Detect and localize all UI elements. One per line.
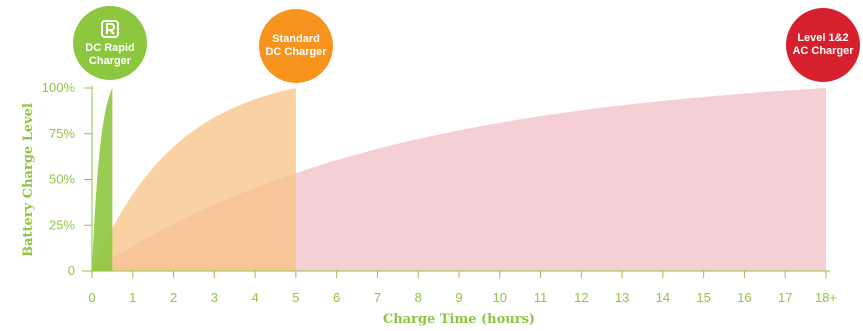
x-axis-title: Charge Time (hours) [383,312,535,327]
x-tick-label: 18+ [815,290,837,305]
x-tick-label: 14 [656,290,670,305]
y-tick-label: 100% [42,80,76,95]
badge-label-line1: DC Rapid [85,42,135,54]
x-tick-label: 6 [333,290,340,305]
x-tick-label: 7 [374,290,381,305]
x-tick-label: 17 [778,290,792,305]
badge-level-1-2-ac-charger: Level 1&2 AC Charger [786,8,860,82]
x-tick-label: 1 [129,290,136,305]
y-tick-label: 50% [49,172,75,187]
axes: 025%50%75%100%0 1 2 3 4 5 6 7 8 9 10 11 12 13 14 15 16 17… [42,80,837,305]
x-tick-label: 15 [696,290,710,305]
y-tick-label: 0 [68,263,75,278]
badge-label-line2: AC Charger [792,45,854,57]
x-tick-label: 8 [415,290,422,305]
x-tick-label: 4 [251,290,258,305]
x-tick-label: 0 [88,290,95,305]
badge-label-line2: Charger [88,55,132,67]
y-tick-label: 75% [49,126,75,141]
x-tick-label: 5 [292,290,299,305]
badge-label-line2: DC Charger [265,46,327,58]
badge-dc-rapid-charger: DC Rapid Charger [73,6,147,80]
x-tick-label: 12 [574,290,588,305]
area-dc-rapid-charger [92,88,113,271]
x-tick-label: 13 [615,290,629,305]
charger-icon [101,20,119,38]
x-tick-label: 2 [170,290,177,305]
x-tick-label: 11 [534,290,548,305]
x-tick-label: 16 [737,290,751,305]
badge-label-line1: Standard [272,33,320,45]
x-tick-label: 3 [211,290,218,305]
x-tick-label: 10 [493,290,507,305]
badge-standard-dc-charger: Standard DC Charger [259,9,333,83]
y-tick-label: 25% [49,217,75,232]
y-axis-title: Battery Charge Level [21,103,36,257]
series-areas [92,88,826,271]
x-tick-label: 9 [455,290,462,305]
area-standard-dc-charger [92,88,296,271]
badge-label-line1: Level 1&2 [797,32,849,44]
